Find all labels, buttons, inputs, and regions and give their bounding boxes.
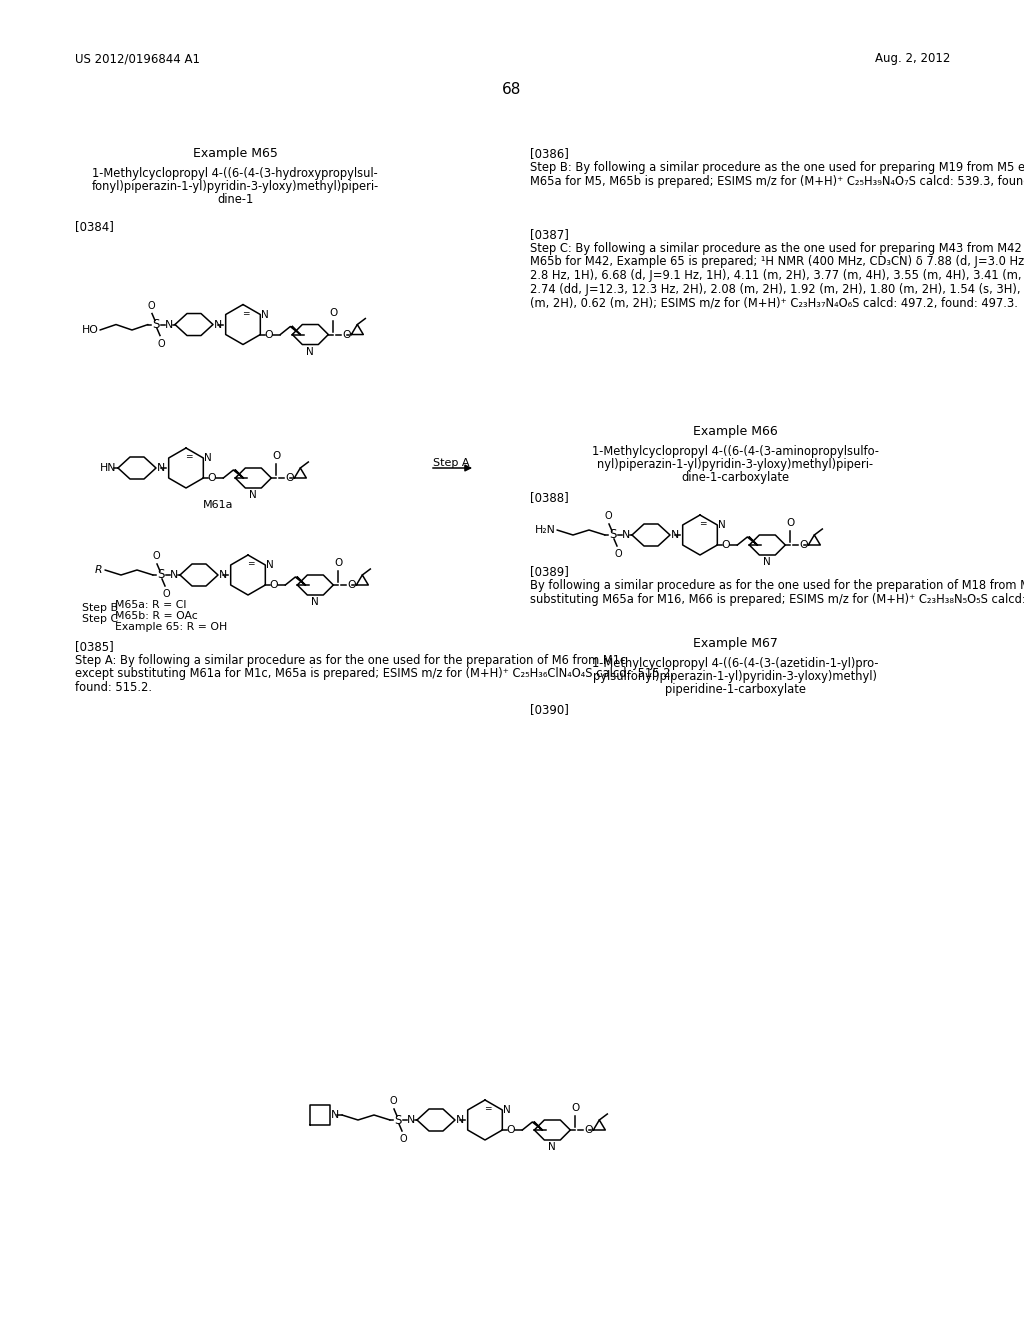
Text: (m, 2H), 0.62 (m, 2H); ESIMS m/z for (M+H)⁺ C₂₃H₃₇N₄O₆S calcd: 497.2, found: 497: (m, 2H), 0.62 (m, 2H); ESIMS m/z for (M+… [530, 296, 1018, 309]
Text: N: N [165, 319, 173, 330]
Text: [0386]: [0386] [530, 147, 569, 160]
Text: Example M66: Example M66 [692, 425, 777, 438]
Text: Step B: Step B [82, 603, 118, 612]
Text: Step C: Step C [82, 614, 118, 624]
Text: N: N [219, 570, 227, 579]
Text: [0385]: [0385] [75, 640, 114, 653]
Text: Example M65: Example M65 [193, 147, 278, 160]
Text: [0388]: [0388] [530, 491, 568, 504]
Text: dine-1-carboxylate: dine-1-carboxylate [681, 471, 790, 484]
Text: HN: HN [100, 463, 117, 473]
Text: N: N [764, 557, 771, 568]
Text: =: = [484, 1105, 492, 1114]
Text: N: N [157, 463, 165, 473]
Text: O: O [721, 540, 730, 550]
Text: Aug. 2, 2012: Aug. 2, 2012 [874, 51, 950, 65]
Text: N: N [718, 520, 726, 531]
Text: except substituting M61a for M1c, M65a is prepared; ESIMS m/z for (M+H)⁺ C₂₅H₃₆C: except substituting M61a for M1c, M65a i… [75, 668, 674, 681]
Text: O: O [147, 301, 155, 310]
Text: substituting M65a for M16, M66 is prepared; ESIMS m/z for (M+H)⁺ C₂₃H₃₈N₅O₅S cal: substituting M65a for M16, M66 is prepar… [530, 593, 1024, 606]
Text: 1-Methylcyclopropyl 4-((6-(4-(3-aminopropylsulfo-: 1-Methylcyclopropyl 4-((6-(4-(3-aminopro… [592, 445, 879, 458]
Text: found: 515.2.: found: 515.2. [75, 681, 152, 694]
Text: Example 65: R = OH: Example 65: R = OH [115, 622, 227, 632]
Text: 1-Methylcyclopropyl 4-((6-(4-(3-hydroxypropylsul-: 1-Methylcyclopropyl 4-((6-(4-(3-hydroxyp… [92, 168, 378, 180]
Text: dine-1: dine-1 [217, 193, 253, 206]
Text: N: N [170, 570, 178, 579]
Text: O: O [272, 451, 281, 461]
Text: M65b: R = OAc: M65b: R = OAc [115, 611, 198, 620]
Text: By following a similar procedure as for the one used for the preparation of M18 : By following a similar procedure as for … [530, 579, 1024, 591]
Text: O: O [506, 1125, 515, 1135]
Text: =: = [185, 453, 193, 462]
Text: S: S [153, 318, 160, 331]
Text: O: O [585, 1125, 593, 1135]
Text: O: O [207, 473, 216, 483]
Text: M61a: M61a [203, 500, 233, 510]
Text: 2.8 Hz, 1H), 6.68 (d, J=9.1 Hz, 1H), 4.11 (m, 2H), 3.77 (m, 4H), 3.55 (m, 4H), 3: 2.8 Hz, 1H), 6.68 (d, J=9.1 Hz, 1H), 4.1… [530, 269, 1024, 282]
Text: R: R [95, 565, 102, 576]
Text: H₂N: H₂N [535, 525, 556, 535]
Text: [0387]: [0387] [530, 228, 569, 242]
Text: O: O [342, 330, 351, 339]
Text: O: O [162, 589, 170, 599]
Text: Step B: By following a similar procedure as the one used for preparing M19 from : Step B: By following a similar procedure… [530, 161, 1024, 174]
Text: N: N [622, 531, 630, 540]
Text: N: N [261, 309, 269, 319]
Text: O: O [399, 1134, 407, 1144]
Text: N: N [456, 1115, 464, 1125]
Text: US 2012/0196844 A1: US 2012/0196844 A1 [75, 51, 200, 65]
Text: O: O [389, 1096, 397, 1106]
Text: =: = [243, 309, 250, 318]
Text: [0384]: [0384] [75, 220, 114, 234]
Text: S: S [394, 1114, 401, 1126]
Text: M65b for M42, Example 65 is prepared; ¹H NMR (400 MHz, CD₃CN) δ 7.88 (d, J=3.0 H: M65b for M42, Example 65 is prepared; ¹H… [530, 256, 1024, 268]
Text: O: O [347, 579, 356, 590]
Text: N: N [504, 1105, 511, 1115]
Text: N: N [250, 490, 257, 500]
Text: N: N [331, 1110, 339, 1119]
Text: N: N [306, 347, 314, 356]
Text: nyl)piperazin-1-yl)pyridin-3-yloxy)methyl)piperi-: nyl)piperazin-1-yl)pyridin-3-yloxy)methy… [597, 458, 873, 471]
Text: N: N [214, 319, 222, 330]
Text: N: N [407, 1115, 415, 1125]
Text: 2.74 (dd, J=12.3, 12.3 Hz, 2H), 2.08 (m, 2H), 1.92 (m, 2H), 1.80 (m, 2H), 1.54 (: 2.74 (dd, J=12.3, 12.3 Hz, 2H), 2.08 (m,… [530, 282, 1024, 296]
Text: O: O [786, 517, 795, 528]
Text: 1-Methylcyclopropyl 4-((6-(4-(3-(azetidin-1-yl)pro-: 1-Methylcyclopropyl 4-((6-(4-(3-(azetidi… [592, 657, 879, 671]
Text: N: N [311, 597, 319, 607]
Text: O: O [604, 511, 611, 521]
Text: N: N [671, 531, 679, 540]
Text: [0389]: [0389] [530, 565, 569, 578]
Text: Step A: By following a similar procedure as for the one used for the preparation: Step A: By following a similar procedure… [75, 653, 627, 667]
Text: N: N [549, 1142, 556, 1152]
Text: S: S [158, 569, 165, 582]
Text: fonyl)piperazin-1-yl)pyridin-3-yloxy)methyl)piperi-: fonyl)piperazin-1-yl)pyridin-3-yloxy)met… [91, 180, 379, 193]
Text: piperidine-1-carboxylate: piperidine-1-carboxylate [665, 682, 806, 696]
Text: O: O [264, 330, 272, 339]
Text: O: O [269, 579, 278, 590]
Text: [0390]: [0390] [530, 704, 569, 715]
Text: 68: 68 [503, 82, 521, 96]
Text: Step A: Step A [433, 458, 469, 469]
Text: HO: HO [82, 325, 99, 335]
Text: N: N [205, 453, 212, 463]
Text: O: O [800, 540, 808, 550]
Text: N: N [266, 560, 274, 570]
Text: O: O [158, 338, 165, 348]
Text: M65a for M5, M65b is prepared; ESIMS m/z for (M+H)⁺ C₂₅H₃₉N₄O₇S calcd: 539.3, fo: M65a for M5, M65b is prepared; ESIMS m/z… [530, 174, 1024, 187]
Text: O: O [329, 308, 338, 318]
Text: M65a: R = Cl: M65a: R = Cl [115, 601, 186, 610]
Text: O: O [334, 558, 342, 568]
Text: O: O [286, 473, 294, 483]
Text: =: = [699, 520, 707, 528]
Text: S: S [609, 528, 616, 541]
Text: pylsulfonyl)piperazin-1-yl)pyridin-3-yloxy)methyl): pylsulfonyl)piperazin-1-yl)pyridin-3-ylo… [593, 671, 877, 682]
Text: Example M67: Example M67 [692, 638, 777, 649]
Text: Step C: By following a similar procedure as the one used for preparing M43 from : Step C: By following a similar procedure… [530, 242, 1024, 255]
Text: O: O [614, 549, 622, 558]
Text: =: = [247, 560, 255, 569]
Text: O: O [571, 1104, 580, 1113]
Text: O: O [153, 550, 160, 561]
